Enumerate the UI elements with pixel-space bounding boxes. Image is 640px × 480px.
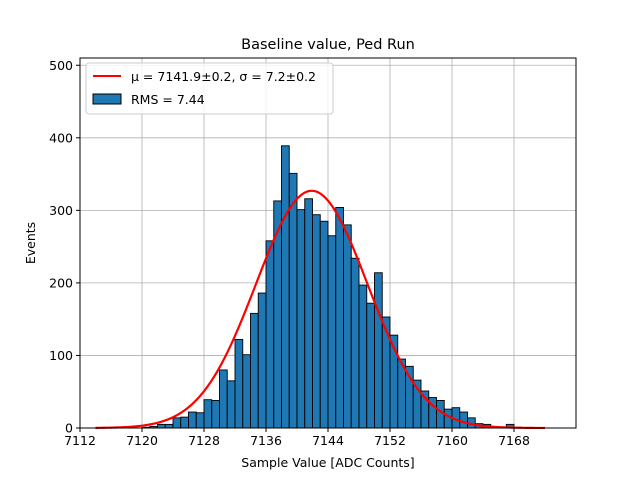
y-tick-label: 500 [49,58,73,73]
y-axis: 0 100 200 300 400 500 [49,58,80,436]
legend-hist-swatch [92,93,122,105]
x-axis-label: Sample Value [ADC Counts] [241,455,414,470]
legend-fit-label: μ = 7141.9±0.2, σ = 7.2±0.2 [131,69,316,84]
y-tick-label: 300 [49,203,73,218]
histogram-bar [226,380,236,429]
histogram-bar [335,207,344,429]
legend-hist-label: RMS = 7.44 [131,92,205,107]
histogram-bar [327,235,337,429]
x-tick-label: 7152 [374,433,406,448]
histogram-bar [358,284,368,429]
histogram-bar [164,423,174,429]
histogram-bar [288,172,298,429]
y-tick-label: 400 [49,130,73,145]
x-tick-label: 7144 [312,433,344,448]
y-tick-label: 200 [49,275,73,290]
y-tick-label: 0 [65,421,73,436]
histogram-bar [234,339,244,429]
x-axis: 7112 7120 7128 7136 7144 7152 7160 7168 [64,428,530,448]
y-tick-label: 100 [49,348,73,363]
y-axis-label: Events [23,222,38,264]
gaussian-fit-curve [95,189,545,430]
legend-box [85,62,334,115]
histogram-bar [350,257,360,429]
histogram-bar [211,399,220,429]
x-tick-label: 7168 [498,433,530,448]
histogram-bar [157,423,166,429]
histogram-bar [265,240,275,429]
histogram-bar [242,354,251,429]
x-tick-label: 7160 [436,433,468,448]
histogram-bar [366,302,375,429]
x-tick-label: 7136 [250,433,282,448]
legend: μ = 7141.9±0.2, σ = 7.2±0.2 RMS = 7.44 [85,62,334,115]
histogram-bar [319,220,329,429]
histogram-bar [381,316,391,429]
x-tick-label: 7128 [188,433,220,448]
histogram-bar [203,399,213,429]
histogram-bar [304,198,313,429]
histogram-bar [195,412,205,429]
histogram-bar [343,224,352,429]
chart-title: Baseline value, Ped Run [241,37,415,53]
histogram-bar [180,416,189,429]
x-tick-label: 7120 [126,433,158,448]
histogram-bar [459,411,468,429]
histogram-bar [257,292,267,429]
histogram-bar [172,417,182,429]
histogram-bar [281,145,290,429]
histogram-bar [312,214,321,429]
fit-curve-group [95,189,545,430]
histogram-bar [188,411,197,429]
histogram-bar [374,272,383,429]
histogram-bar [219,369,228,429]
histogram-bar [250,312,259,429]
x-tick-label: 7112 [64,433,96,448]
histogram-bar [296,209,306,429]
